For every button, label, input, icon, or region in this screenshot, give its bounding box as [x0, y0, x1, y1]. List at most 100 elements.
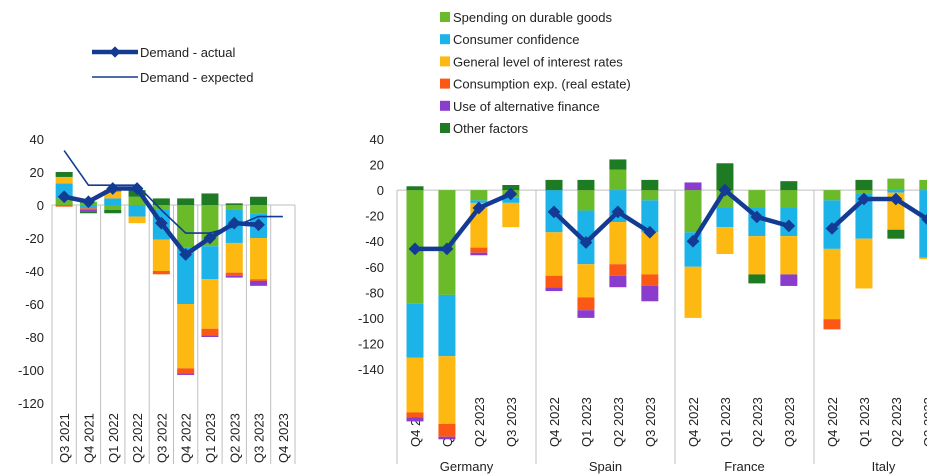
- right-bar-other: [641, 179, 659, 191]
- right-ytick: -40: [365, 234, 384, 249]
- right-ytick: -80: [365, 285, 384, 300]
- left-actual-marker: [130, 182, 144, 195]
- right-bar-durable: [887, 178, 905, 191]
- right-xtick: Q1 2023: [718, 397, 733, 447]
- right-actual-line: [691, 187, 790, 243]
- right-ytick: 0: [377, 183, 384, 198]
- left-bar-other: [79, 211, 97, 214]
- left-bar-other: [152, 198, 170, 205]
- right-bar-other: [406, 186, 424, 191]
- right-bar-interest: [577, 264, 595, 298]
- right-bar-interest: [823, 248, 841, 320]
- right-bar-confidence: [438, 294, 456, 357]
- right-ytick: -140: [358, 362, 384, 377]
- left-xtick: Q1 2023: [203, 413, 218, 463]
- left-bar-realestate: [152, 271, 170, 275]
- right-xtick: Q2 2023: [611, 397, 626, 447]
- right-bar-interest: [855, 238, 873, 289]
- right-ytick: -120: [358, 336, 384, 351]
- right-bar-other: [577, 179, 595, 191]
- right-bar-altfinance: [577, 310, 595, 318]
- right-bar-interest: [748, 236, 766, 275]
- legend-label-other: Other factors: [453, 121, 529, 136]
- left-xtick: Q2 2022: [130, 413, 145, 463]
- legend-swatch-other: [440, 123, 450, 133]
- legend-swatch-confidence: [440, 34, 450, 45]
- right-ytick: -60: [365, 260, 384, 275]
- right-xtick: Q3 2023: [643, 397, 658, 447]
- left-bar-other: [104, 209, 122, 214]
- left-bar-confidence: [128, 205, 146, 217]
- right-bar-realestate: [641, 274, 659, 286]
- left-bar-realestate: [201, 328, 219, 336]
- left-ytick: 0: [37, 198, 44, 213]
- left-bar-realestate: [177, 368, 195, 374]
- right-bar-durable: [780, 190, 798, 208]
- left-actual-marker: [179, 248, 193, 261]
- left-bar-confidence: [177, 247, 195, 304]
- left-expected-line: [63, 150, 283, 234]
- right-bar-interest: [684, 266, 702, 318]
- left-actual-marker: [203, 231, 217, 245]
- legend-label-interest: General level of interest rates: [453, 54, 623, 69]
- right-group-label-italy: Italy: [872, 459, 896, 474]
- right-xtick: Q3 2023: [504, 397, 519, 447]
- left-bar-altfinance: [201, 335, 219, 337]
- right-bar-interest: [919, 257, 927, 260]
- left-bar-interest: [104, 191, 122, 199]
- left-xtick: Q4 2022: [179, 413, 194, 463]
- right-bar-other: [545, 179, 563, 191]
- right-group-label-germany: Germany: [440, 459, 494, 474]
- left-bar-interest: [177, 304, 195, 369]
- left-xtick: Q3 2021: [57, 413, 72, 463]
- left-bar-altfinance: [79, 209, 97, 212]
- left-bar-durable: [250, 205, 268, 214]
- right-actual-line: [415, 191, 512, 252]
- right-actual-marker: [440, 242, 454, 256]
- right-bar-realestate: [609, 264, 627, 276]
- left-xtick: Q4 2023: [276, 413, 291, 463]
- right-bar-interest: [609, 222, 627, 265]
- right-bar-realestate: [406, 412, 424, 418]
- left-bar-realestate: [79, 208, 97, 210]
- right-bar-other: [887, 229, 905, 239]
- right-actual-marker: [408, 242, 422, 256]
- right-xtick: Q3 2023: [782, 397, 797, 447]
- left-bar-interest: [201, 279, 219, 329]
- right-xtick: Q4 2022: [547, 397, 562, 447]
- right-bar-durable: [919, 179, 927, 191]
- right-bar-durable: [684, 190, 702, 233]
- right-ytick: 20: [370, 158, 384, 173]
- right-bar-durable: [823, 190, 841, 201]
- left-xtick: Q4 2021: [81, 413, 96, 463]
- legend-swatch-durable: [440, 12, 450, 22]
- left-bar-other: [177, 198, 195, 205]
- right-bar-confidence: [716, 208, 734, 228]
- left-xtick: Q1 2022: [106, 413, 121, 463]
- right-bar-other: [855, 179, 873, 191]
- left-xtick: Q3 2023: [252, 413, 267, 463]
- right-bar-altfinance: [780, 274, 798, 286]
- left-bar-other: [201, 193, 219, 205]
- left-ytick: 20: [30, 165, 44, 180]
- left-bar-confidence: [104, 198, 122, 205]
- right-xtick: Q4 2022: [686, 397, 701, 447]
- left-bar-interest: [55, 176, 73, 184]
- left-bar-realestate: [225, 272, 243, 276]
- legend-swatch-interest: [440, 56, 450, 67]
- right-bar-realestate: [545, 275, 563, 288]
- left-bar-interest: [128, 216, 146, 224]
- right-bar-confidence: [502, 197, 520, 203]
- left-bar-interest: [250, 238, 268, 280]
- left-bar-interest: [225, 242, 243, 273]
- left-ytick: -100: [18, 363, 44, 378]
- left-bar-realestate: [55, 205, 73, 207]
- left-ytick: -120: [18, 396, 44, 411]
- right-bar-altfinance: [684, 182, 702, 191]
- right-bar-confidence: [641, 200, 659, 233]
- legend-label-realestate: Consumption exp. (real estate): [453, 77, 631, 92]
- left-bar-other: [250, 196, 268, 205]
- left-actual-marker: [227, 216, 241, 230]
- right-actual-line: [830, 196, 927, 231]
